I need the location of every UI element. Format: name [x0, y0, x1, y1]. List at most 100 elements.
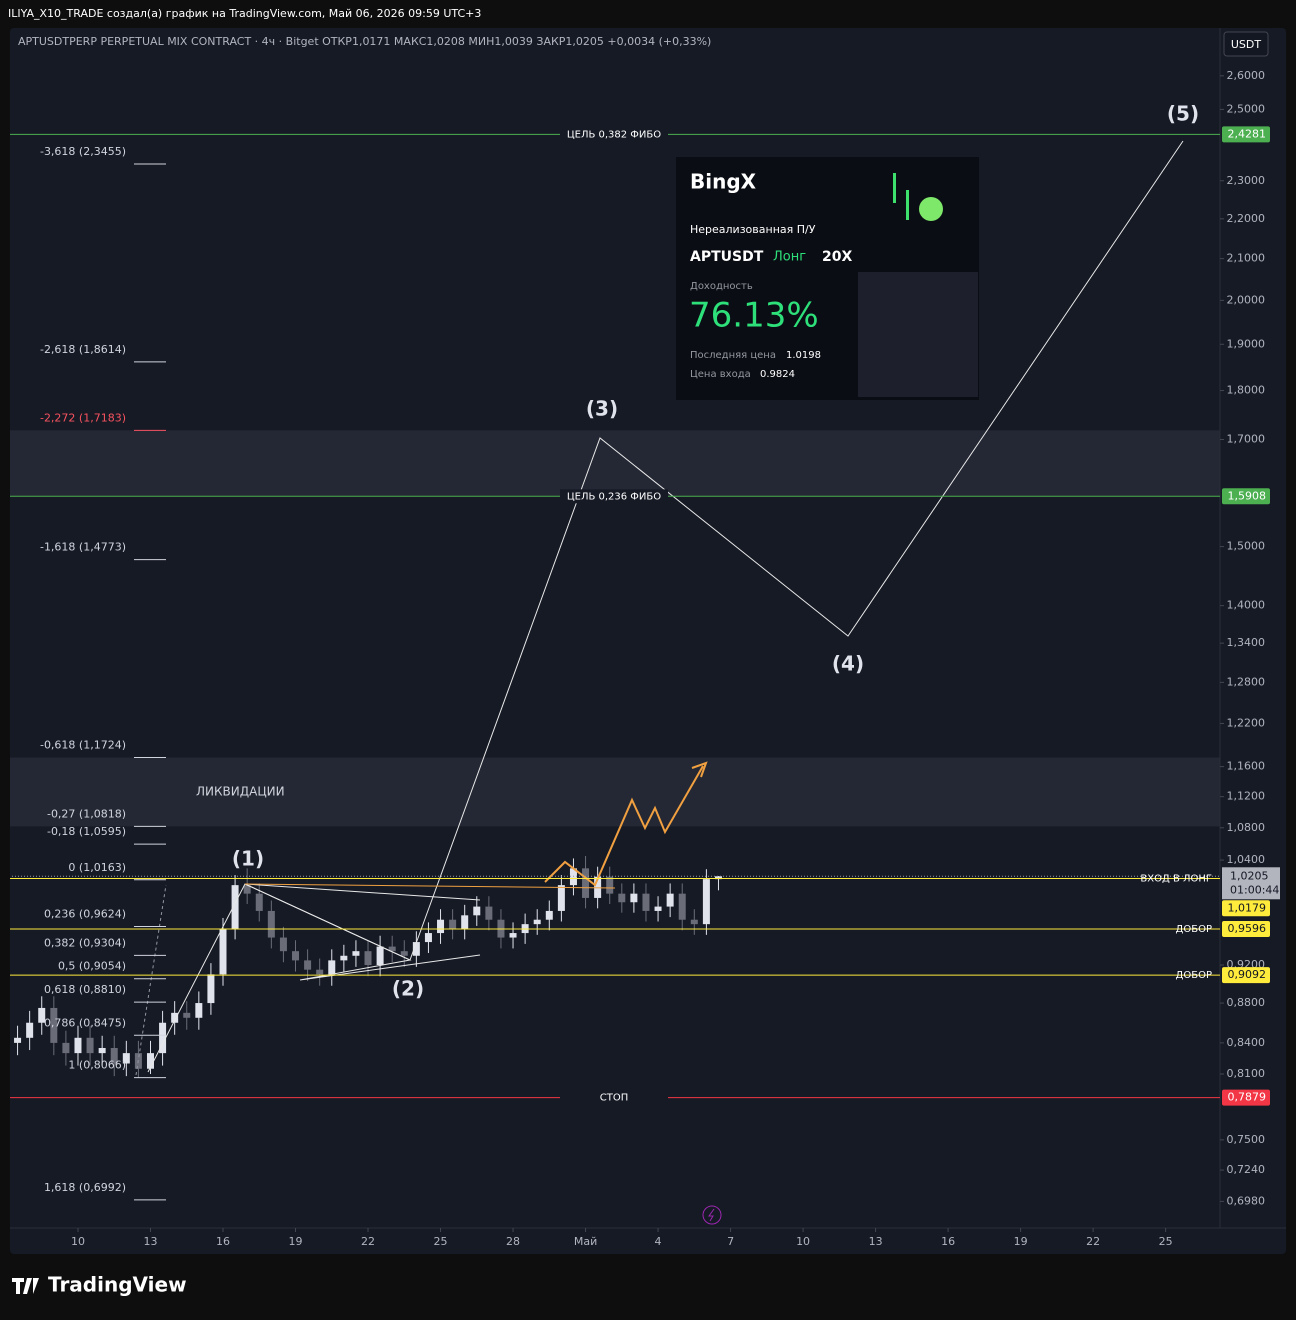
- x-tick-label: 25: [434, 1235, 448, 1248]
- candle-body: [38, 1007, 46, 1023]
- card-photo: [858, 272, 978, 397]
- price-tag: [1222, 126, 1270, 143]
- candle-body: [412, 942, 420, 956]
- level-label: ЦЕЛЬ 0,382 ФИБО: [567, 129, 661, 140]
- y-tick-label: 2,2000: [1227, 212, 1266, 225]
- card-last: 1.0198: [786, 350, 821, 361]
- y-tick-label: 1,4000: [1227, 599, 1266, 612]
- y-tick-label: 2,5000: [1227, 102, 1266, 115]
- level-label: ДОБОР: [1176, 970, 1212, 981]
- card-deco: [893, 173, 896, 203]
- y-tick-label: 0,8400: [1227, 1036, 1266, 1049]
- candle-body: [243, 885, 251, 894]
- last-price-label: 1,0205: [1230, 869, 1269, 882]
- candle-body: [376, 946, 384, 966]
- price-tag: [1222, 1089, 1270, 1106]
- fib-label: -3,618 (2,3455): [40, 145, 126, 158]
- fib-label: 1 (0,8066): [68, 1059, 126, 1072]
- wave-line: [147, 140, 1184, 1073]
- candle-body: [255, 893, 263, 911]
- alert-icon[interactable]: [702, 1205, 722, 1225]
- price-tag: [1222, 900, 1270, 917]
- currency[interactable]: USDT: [1231, 38, 1262, 51]
- header-title: ILIYA_X10_TRADE создал(а) график на Trad…: [8, 7, 481, 20]
- card-symbol: APTUSDT: [690, 249, 764, 265]
- y-tick-label: 1,5000: [1227, 540, 1266, 553]
- card-side: Лонг: [773, 250, 806, 265]
- candle-body: [292, 951, 300, 961]
- fib-label: 0,786 (0,8475): [44, 1016, 126, 1029]
- x-tick-label: 10: [796, 1235, 810, 1248]
- footer-brand[interactable]: TradingView: [48, 1273, 187, 1297]
- candle-body: [618, 893, 626, 903]
- candle-body: [485, 906, 493, 920]
- candle-body: [461, 915, 469, 929]
- card-ball: [919, 197, 943, 221]
- x-tick-label: 22: [1086, 1235, 1100, 1248]
- level-label-bg: [560, 127, 668, 142]
- x-tick-label: Май: [574, 1235, 597, 1248]
- candle-body: [98, 1047, 106, 1054]
- price-tag-label: 0,9092: [1228, 968, 1267, 981]
- price-tag-label: 0,9596: [1228, 922, 1267, 935]
- level-label: ВХОД В ЛОНГ: [1140, 873, 1212, 884]
- x-tick-label: 10: [71, 1235, 85, 1248]
- y-tick-label: 1,7000: [1227, 432, 1266, 445]
- candle-body: [630, 893, 638, 903]
- y-tick-label: 0,7500: [1227, 1133, 1266, 1146]
- fib-label: -0,27 (1,0818): [47, 807, 126, 820]
- x-tick-label: 16: [216, 1235, 230, 1248]
- x-tick-label: 7: [727, 1235, 734, 1248]
- candle-body: [219, 928, 227, 975]
- card-roi: 76.13%: [689, 296, 819, 336]
- y-tick-label: 2,6000: [1227, 69, 1266, 82]
- currency-button[interactable]: [1223, 31, 1269, 57]
- fib-trend: [135, 884, 167, 1076]
- candle-body: [74, 1037, 82, 1054]
- level-label-bg: [560, 1090, 668, 1105]
- candle-body: [171, 1012, 179, 1023]
- y-tick-label: 0,6980: [1227, 1194, 1266, 1207]
- level-label: СТОП: [600, 1093, 628, 1104]
- level-label-bg: [560, 489, 668, 504]
- candle-body: [110, 1047, 118, 1064]
- candle-body: [424, 933, 432, 943]
- fib-label: 0 (1,0163): [68, 861, 126, 874]
- fib-label: 0,382 (0,9304): [44, 936, 126, 949]
- candle-body: [267, 910, 275, 938]
- candle-body: [279, 937, 287, 952]
- x-tick-label: 16: [941, 1235, 955, 1248]
- candle-body: [509, 933, 517, 938]
- alert-bolt: [708, 1208, 715, 1222]
- zone: [10, 430, 1220, 497]
- candle-body: [328, 960, 336, 975]
- candle-body: [473, 906, 481, 916]
- candle-body: [340, 955, 348, 961]
- y-tick-label: 0,8800: [1227, 996, 1266, 1009]
- candle-body: [606, 876, 614, 894]
- triangle-lines: [244, 883, 481, 981]
- candle-body: [159, 1022, 167, 1054]
- triangle-top: [244, 883, 481, 901]
- price-tag-label: 2,4281: [1228, 127, 1267, 140]
- candle-body: [86, 1037, 94, 1054]
- candle-body: [714, 876, 722, 880]
- fib-label: -0,18 (1,0595): [47, 825, 126, 838]
- arrow-head: [691, 761, 708, 778]
- zone-label: ЛИКВИДАЦИИ: [196, 784, 285, 798]
- fib-label: -0,618 (1,1724): [40, 739, 126, 752]
- x-tick-label: 13: [869, 1235, 883, 1248]
- card-entry-label: Цена входа: [690, 369, 751, 380]
- y-tick-label: 1,1600: [1227, 760, 1266, 773]
- price-tag: [1222, 967, 1270, 984]
- x-tick-label: 22: [361, 1235, 375, 1248]
- fib-label: -1,618 (1,4773): [40, 541, 126, 554]
- candle-body: [437, 919, 445, 934]
- candle-body: [533, 919, 541, 925]
- candle-body: [50, 1007, 58, 1043]
- projection-arrow: [544, 765, 704, 887]
- candle-body: [654, 906, 662, 911]
- candle-body: [582, 868, 590, 898]
- price-tag-label: 0,7879: [1228, 1091, 1267, 1104]
- y-tick-label: 2,1000: [1227, 252, 1266, 265]
